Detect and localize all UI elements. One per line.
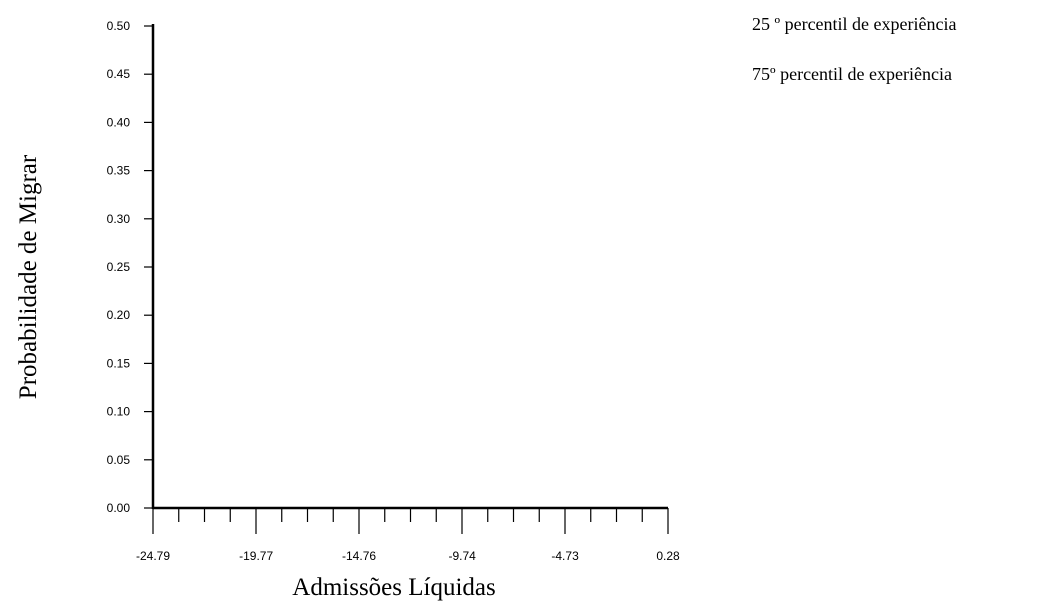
y-ticks: 0.00 0.05 0.10 0.15 0.20 0.25 0.30 0.35 0.40 0.45…: [107, 19, 153, 515]
legend-entry-1: 25 º percentil de experiência: [752, 14, 956, 34]
y-tick-label: 0.50: [107, 19, 131, 33]
y-tick-label: 0.10: [107, 405, 131, 419]
y-tick-label: 0.35: [107, 164, 131, 178]
x-tick-label: -14.76: [342, 549, 376, 563]
y-tick-label: 0.30: [107, 212, 131, 226]
x-tick-label: -9.74: [448, 549, 476, 563]
y-tick-label: 0.25: [107, 260, 131, 274]
y-tick-label: 0.05: [107, 453, 131, 467]
x-tick-label: -19.77: [239, 549, 273, 563]
y-tick-label: 0.40: [107, 115, 131, 129]
y-tick-label: 0.15: [107, 356, 131, 370]
legend: 25 º percentil de experiência 75º percen…: [752, 14, 956, 84]
x-axis-title: Admissões Líquidas: [292, 574, 495, 601]
x-ticks: -24.79 -19.77 -14.76 -9.74 -4.73 0.28: [136, 508, 680, 563]
y-tick-label: 0.45: [107, 67, 131, 81]
x-tick-label: -4.73: [551, 549, 579, 563]
y-tick-label: 0.20: [107, 308, 131, 322]
x-tick-label: -24.79: [136, 549, 170, 563]
legend-entry-2: 75º percentil de experiência: [752, 64, 952, 84]
y-tick-label: 0.00: [107, 501, 131, 515]
y-axis-title: Probabilidade de Migrar: [15, 154, 42, 399]
x-tick-label: 0.28: [656, 549, 680, 563]
